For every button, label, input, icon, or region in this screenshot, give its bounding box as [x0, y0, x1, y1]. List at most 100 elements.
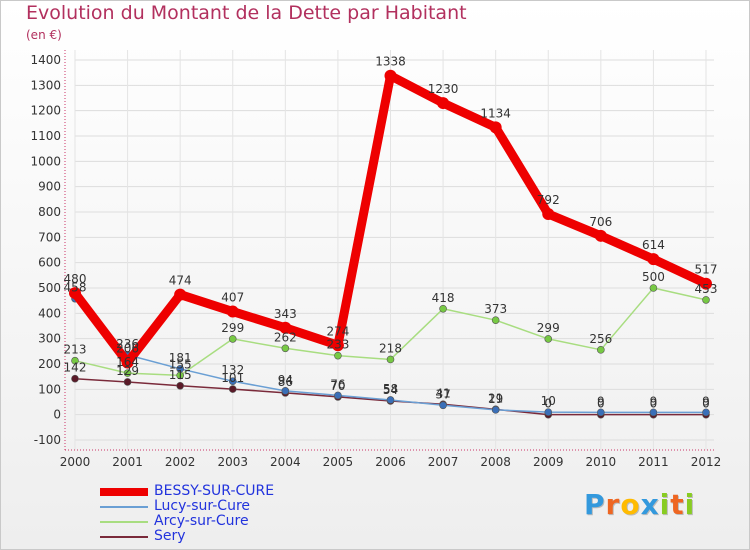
- data-label: 343: [274, 307, 297, 321]
- data-label: 453: [695, 282, 718, 296]
- y-tick-label: 600: [38, 256, 61, 270]
- x-tick-label: 2009: [533, 455, 564, 469]
- legend-swatch: [100, 506, 148, 508]
- data-label: 41: [435, 386, 450, 400]
- data-point: [174, 288, 187, 301]
- data-point: [702, 296, 710, 304]
- data-point: [597, 346, 605, 354]
- data-label: 37: [435, 387, 450, 401]
- y-tick-label: 300: [38, 332, 61, 346]
- data-point: [176, 365, 184, 373]
- data-label: 0: [544, 397, 552, 411]
- x-tick-label: 2008: [480, 455, 511, 469]
- data-label: 1134: [480, 106, 511, 120]
- data-point: [544, 335, 553, 343]
- x-tick-label: 2011: [638, 455, 669, 469]
- data-point: [386, 355, 395, 364]
- x-tick-label: 2002: [165, 455, 196, 469]
- y-tick-label: 1100: [30, 129, 61, 143]
- logo-letter: r: [605, 488, 621, 521]
- data-label: 9: [702, 394, 710, 408]
- data-label: 129: [116, 364, 139, 378]
- data-label: 19: [488, 392, 503, 406]
- data-label: 54: [383, 383, 398, 397]
- y-tick-label: 0: [53, 408, 61, 422]
- data-label: 262: [274, 330, 297, 344]
- x-tick-label: 2001: [112, 455, 143, 469]
- data-label: 76: [330, 377, 345, 391]
- proxiti-logo: Proxiti: [584, 488, 695, 521]
- data-point: [123, 378, 132, 386]
- data-point: [700, 277, 712, 290]
- x-tick-label: 2000: [60, 455, 91, 469]
- data-point: [176, 381, 184, 390]
- legend-swatch: [100, 536, 148, 538]
- data-label: 299: [221, 321, 244, 335]
- grid-lines: [74, 50, 714, 450]
- data-point: [334, 391, 342, 400]
- y-tick-label: 500: [38, 281, 61, 295]
- data-point: [542, 208, 555, 221]
- data-point: [384, 69, 397, 82]
- data-point: [334, 351, 342, 360]
- data-labels: 480 206 474 407 343 274 1338 1230 1134 792 706 614 5…: [64, 55, 718, 411]
- data-point: [228, 377, 237, 386]
- x-tick-label: 2006: [375, 455, 406, 469]
- data-point: [71, 374, 79, 383]
- data-point: [228, 335, 237, 343]
- data-label: 70: [330, 379, 345, 393]
- data-label: 218: [379, 341, 402, 355]
- logo-letter: o: [620, 488, 641, 521]
- y-tick-label: 200: [38, 357, 61, 371]
- y-tick-label: 1400: [30, 53, 61, 67]
- legend-label: Arcy-sur-Cure: [154, 513, 249, 529]
- data-label: 706: [589, 215, 612, 229]
- y-tick-label: -100: [34, 433, 61, 447]
- data-label: 373: [484, 302, 507, 316]
- y-tick-label: 1200: [30, 104, 61, 118]
- x-tick-label: 2010: [586, 455, 617, 469]
- logo-letter: x: [640, 488, 660, 521]
- y-tick-label: 900: [38, 180, 61, 194]
- axes: -100010020030040050060070080090010001100…: [30, 50, 721, 469]
- data-point: [647, 253, 660, 266]
- logo-letter: t: [670, 488, 685, 521]
- data-label: 407: [221, 291, 244, 305]
- legend-label: BESSY-SUR-CURE: [154, 483, 275, 499]
- data-label: 21: [488, 391, 503, 405]
- data-point: [69, 287, 81, 300]
- logo-letter: i: [684, 488, 696, 521]
- data-label: 517: [695, 263, 718, 277]
- x-tick-label: 2004: [270, 455, 301, 469]
- data-label: 614: [642, 238, 665, 252]
- data-label: 299: [537, 321, 560, 335]
- data-label: 58: [383, 382, 398, 396]
- data-label: 10: [541, 394, 556, 408]
- data-label: 86: [278, 375, 293, 389]
- data-label: 236: [116, 337, 139, 351]
- data-label: 458: [64, 281, 87, 295]
- data-label: 500: [642, 270, 665, 284]
- data-label: 480: [64, 272, 87, 286]
- data-point: [279, 321, 292, 334]
- data-label: 0: [597, 397, 605, 411]
- x-tick-label: 2005: [323, 455, 354, 469]
- data-label: 115: [169, 368, 192, 382]
- data-label: 9: [650, 394, 658, 408]
- data-label: 142: [64, 361, 87, 375]
- data-point: [594, 229, 607, 242]
- data-label: 0: [702, 397, 710, 411]
- data-point: [702, 408, 710, 417]
- data-point: [331, 339, 344, 352]
- data-label: 206: [116, 341, 139, 355]
- y-tick-label: 1000: [30, 154, 61, 168]
- data-point: [439, 304, 447, 313]
- legend-label: Sery: [154, 528, 186, 544]
- data-label: 101: [221, 371, 244, 385]
- data-point: [228, 385, 237, 393]
- data-label: 181: [169, 351, 192, 365]
- data-label: 132: [221, 363, 244, 377]
- x-tick-label: 2007: [428, 455, 459, 469]
